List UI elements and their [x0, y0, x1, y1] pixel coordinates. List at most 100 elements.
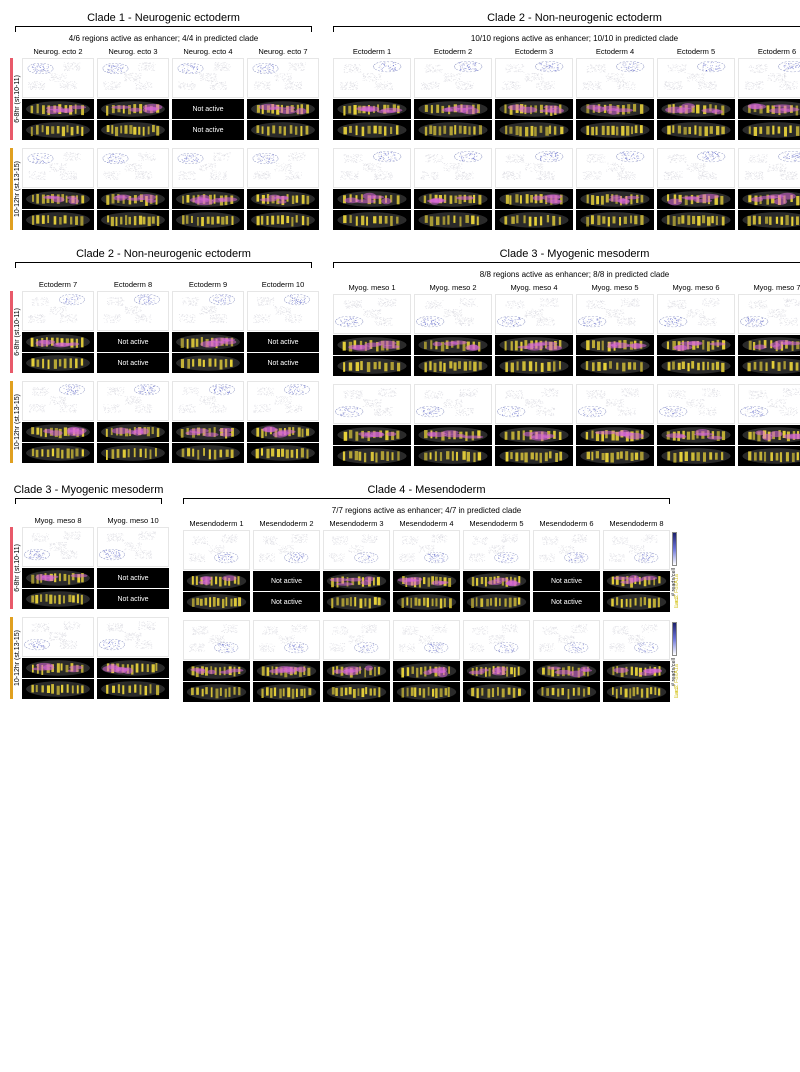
enhancer-cell — [172, 148, 244, 230]
enhancer-cell — [333, 148, 411, 230]
tsne-plot — [576, 294, 654, 334]
embryo-image-top — [495, 335, 573, 355]
embryo-image-bottom — [576, 446, 654, 466]
embryo-image-bottom — [172, 210, 244, 230]
embryo-image-bottom — [247, 210, 319, 230]
tsne-plot — [576, 58, 654, 98]
embryo-image-top — [97, 422, 169, 442]
tsne-plot — [247, 291, 319, 331]
timepoint-side-label: 6-8hr (st.10-11) — [8, 291, 22, 373]
embryo-image-bottom — [22, 353, 94, 373]
enhancer-cell — [463, 620, 530, 702]
enhancer-cell — [463, 530, 530, 612]
enhancer-cell — [495, 58, 573, 140]
tsne-plot — [323, 620, 390, 660]
tsne-plot — [22, 291, 94, 331]
figure-row: Clade 2 - Non-neurogenic ectodermEctoder… — [8, 248, 792, 466]
enhancer-cell — [22, 58, 94, 140]
enhancer-cell — [576, 58, 654, 140]
column-label: Ectoderm 6 — [738, 47, 800, 56]
column-label: Myog. meso 8 — [22, 516, 94, 525]
tsne-plot — [738, 294, 800, 334]
tsne-plot — [393, 620, 460, 660]
cell-grid: Not activeNot active — [22, 527, 169, 609]
column-label: Ectoderm 2 — [414, 47, 492, 56]
embryo-image-bottom — [576, 356, 654, 376]
tsne-plot — [333, 294, 411, 334]
column-headers: Mesendoderm 1Mesendoderm 2Mesendoderm 3M… — [183, 519, 670, 528]
enhancer-cell — [533, 620, 600, 702]
not-active-label: Not active — [267, 360, 298, 367]
embryo-image-bottom — [495, 210, 573, 230]
embryo-image-bottom: Not active — [97, 589, 169, 609]
timepoint-block: 10-12hr (st.13-15) — [8, 381, 319, 463]
column-label: Neurog. ecto 3 — [97, 47, 169, 56]
timepoint-side-label: 10-12hr (st.13-15) — [8, 617, 22, 699]
embryo-image-bottom — [97, 679, 169, 699]
tsne-plot — [657, 148, 735, 188]
embryo-image-top — [323, 571, 390, 591]
column-label: Neurog. ecto 4 — [172, 47, 244, 56]
embryo-image-bottom — [495, 446, 573, 466]
column-label: Mesendoderm 6 — [533, 519, 600, 528]
embryo-image-bottom — [603, 682, 670, 702]
embryo-image-bottom — [333, 446, 411, 466]
embryo-image-bottom — [97, 210, 169, 230]
embryo-image-top — [463, 661, 530, 681]
tsne-plot — [97, 58, 169, 98]
column-label: Ectoderm 9 — [172, 280, 244, 289]
embryo-image-bottom — [183, 592, 250, 612]
enhancer-cell — [247, 58, 319, 140]
clade-title: Clade 2 - Non-neurogenic ectoderm — [487, 12, 662, 24]
embryo-image-top: Not active — [533, 571, 600, 591]
tsne-plot — [333, 384, 411, 424]
cell-grid — [22, 148, 319, 230]
column-headers: Neurog. ecto 2Neurog. ecto 3Neurog. ecto… — [8, 47, 319, 56]
embryo-image-top — [172, 332, 244, 352]
tsne-plot — [657, 58, 735, 98]
clade-summary: 7/7 regions active as enhancer; 4/7 in p… — [332, 506, 521, 515]
enhancer-cell: Not activeNot active — [97, 291, 169, 373]
embryo-image-bottom — [22, 679, 94, 699]
embryo-image-top — [393, 571, 460, 591]
tsne-plot — [22, 617, 94, 657]
tsne-plot — [463, 620, 530, 660]
embryo-image-top — [97, 189, 169, 209]
enhancer-cell — [22, 148, 94, 230]
not-active-label: Not active — [271, 599, 302, 606]
tsne-plot — [333, 148, 411, 188]
not-active-label: Not active — [271, 578, 302, 585]
column-label: Myog. meso 5 — [576, 283, 654, 292]
enhancer-cell: Not activeNot active — [533, 530, 600, 612]
embryo-image-bottom — [22, 120, 94, 140]
not-active-label: Not active — [192, 106, 223, 113]
tsne-plot — [495, 294, 573, 334]
cell-grid: # reads/cellMef2LacZ — [333, 148, 800, 230]
enhancer-cell — [172, 291, 244, 373]
embryo-image-bottom — [183, 682, 250, 702]
tsne-plot — [97, 381, 169, 421]
tsne-plot — [172, 291, 244, 331]
embryo-image-bottom: Not active — [172, 120, 244, 140]
embryo-image-top — [414, 189, 492, 209]
embryo-image-top — [247, 422, 319, 442]
bracket — [8, 262, 319, 268]
not-active-label: Not active — [192, 127, 223, 134]
embryo-image-bottom — [22, 589, 94, 609]
tsne-plot — [172, 381, 244, 421]
enhancer-cell — [172, 381, 244, 463]
embryo-image-bottom — [97, 443, 169, 463]
embryo-image-top — [183, 571, 250, 591]
embryo-image-top: Not active — [172, 99, 244, 119]
cell-grid: Not activeNot activeNot activeNot active… — [183, 530, 670, 612]
enhancer-cell — [323, 620, 390, 702]
enhancer-cell — [97, 58, 169, 140]
embryo-image-top — [533, 661, 600, 681]
tsne-plot — [738, 384, 800, 424]
enhancer-cell — [576, 294, 654, 376]
tsne-plot — [533, 530, 600, 570]
enhancer-cell — [183, 530, 250, 612]
clade-summary: 10/10 regions active as enhancer; 10/10 … — [471, 34, 678, 43]
clade-summary: 4/6 regions active as enhancer; 4/4 in p… — [69, 34, 258, 43]
not-active-label: Not active — [267, 339, 298, 346]
